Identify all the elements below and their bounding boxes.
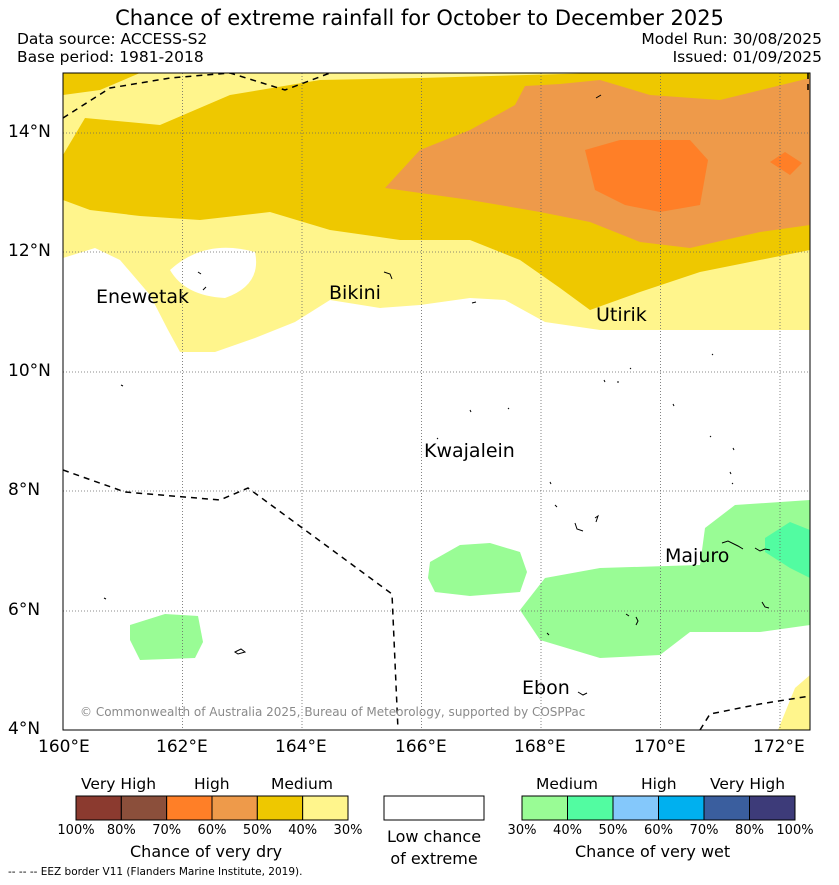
dry-colorbar-tick-label: 30% xyxy=(333,823,363,838)
x-tick-label: 164°E xyxy=(275,737,327,757)
wet-legend-title: Chance of very wet xyxy=(575,842,731,861)
islands xyxy=(103,94,771,696)
x-tick-label: 162°E xyxy=(156,737,208,757)
map-frame xyxy=(62,72,811,731)
dry-category-very-high: Very High xyxy=(81,775,157,793)
y-tick-label: 6°N xyxy=(8,600,41,620)
wet-colorbar-swatch xyxy=(521,795,568,821)
y-tick-label: 10°N xyxy=(8,361,51,381)
base-period-label: Base period: 1981-2018 xyxy=(17,48,204,66)
place-label-bikini: Bikini xyxy=(329,282,381,304)
dry-60-70-spot xyxy=(770,152,802,175)
wet-30-40-region-east xyxy=(520,500,810,658)
x-tick-label: 160°E xyxy=(38,737,90,757)
dry-legend-title: Chance of very dry xyxy=(130,842,283,861)
dry-colorbar-tick-label: 60% xyxy=(197,823,227,838)
wet-category-medium: Medium xyxy=(536,775,598,793)
dry-colorbar-swatch xyxy=(166,795,213,821)
wet-30-40-region-southwest xyxy=(130,614,203,660)
x-tick-label: 166°E xyxy=(395,737,447,757)
dry-colorbar-tick-label: 80% xyxy=(106,823,136,838)
model-run-label: Model Run: 30/08/2025 xyxy=(641,30,822,48)
place-label-ebon: Ebon xyxy=(522,677,570,699)
dry-60-70-region xyxy=(585,140,708,212)
wet-colorbar-tick-label: 50% xyxy=(598,823,628,838)
issued-label: Issued: 01/09/2025 xyxy=(672,48,822,66)
eez-borders xyxy=(63,73,810,730)
wet-colorbar-swatch xyxy=(658,795,705,821)
place-label-utirik: Utirik xyxy=(596,304,647,326)
low-chance-label-line2: of extreme xyxy=(390,849,478,868)
wet-30-40-region-west xyxy=(428,543,527,596)
wet-colorbar-tick-label: 70% xyxy=(689,823,719,838)
dry-40-50-corner xyxy=(63,73,140,95)
wet-40-50-region xyxy=(765,522,810,578)
wet-colorbar-swatch xyxy=(567,795,614,821)
x-tick-label: 172°E xyxy=(753,737,805,757)
low-chance-swatch xyxy=(383,795,485,821)
dry-colorbar-tick-label: 70% xyxy=(152,823,182,838)
wet-category-high: High xyxy=(641,775,677,793)
place-label-enewetak: Enewetak xyxy=(96,286,190,308)
wet-colorbar-tick-label: 30% xyxy=(507,823,537,838)
dry-category-high: High xyxy=(194,775,230,793)
wet-colorbar-tick-label: 60% xyxy=(644,823,673,838)
wet-colorbar-swatch xyxy=(703,795,750,821)
wet-colorbar-swatch xyxy=(749,795,796,821)
copyright-notice: © Commonwealth of Australia 2025, Bureau… xyxy=(80,705,586,719)
y-tick-label: 12°N xyxy=(8,241,51,261)
x-tick-label: 170°E xyxy=(634,737,686,757)
dry-category-medium: Medium xyxy=(271,775,333,793)
wet-colorbar-tick-label: 80% xyxy=(735,823,764,838)
dry-colorbar-tick-label: 50% xyxy=(242,823,272,838)
y-tick-label: 4°N xyxy=(8,719,41,739)
wet-colorbar-swatch xyxy=(612,795,659,821)
data-source-label: Data source: ACCESS-S2 xyxy=(17,30,208,48)
x-tick-label: 168°E xyxy=(514,737,566,757)
dry-colorbar-tick-label: 100% xyxy=(57,823,95,838)
dry-colorbar xyxy=(75,795,349,821)
low-chance-label-line1: Low chance xyxy=(386,827,482,846)
place-label-majuro: Majuro xyxy=(665,545,730,567)
y-tick-label: 14°N xyxy=(8,122,51,142)
eez-border-note: -- -- -- EEZ border V11 (Flanders Marine… xyxy=(8,866,303,878)
wet-colorbar-tick-label: 40% xyxy=(553,823,582,838)
place-label-kwajalein: Kwajalein xyxy=(424,440,515,462)
wet-colorbar-tick-label: 100% xyxy=(776,823,814,838)
dry-30-40-region-southeast xyxy=(778,675,810,730)
low-chance-pocket xyxy=(170,247,257,298)
dry-colorbar-swatch xyxy=(75,795,122,821)
dry-colorbar-swatch xyxy=(302,795,349,821)
map-plot-area xyxy=(63,73,810,730)
dry-colorbar-swatch xyxy=(256,795,304,821)
dry-colorbar-swatch xyxy=(120,795,168,821)
map-title: Chance of extreme rainfall for October t… xyxy=(115,6,724,30)
dry-colorbar-tick-label: 40% xyxy=(288,823,318,838)
dry-colorbar-swatch xyxy=(211,795,258,821)
y-tick-label: 8°N xyxy=(8,480,41,500)
wet-category-very-high: Very High xyxy=(710,775,786,793)
wet-colorbar xyxy=(521,795,796,821)
